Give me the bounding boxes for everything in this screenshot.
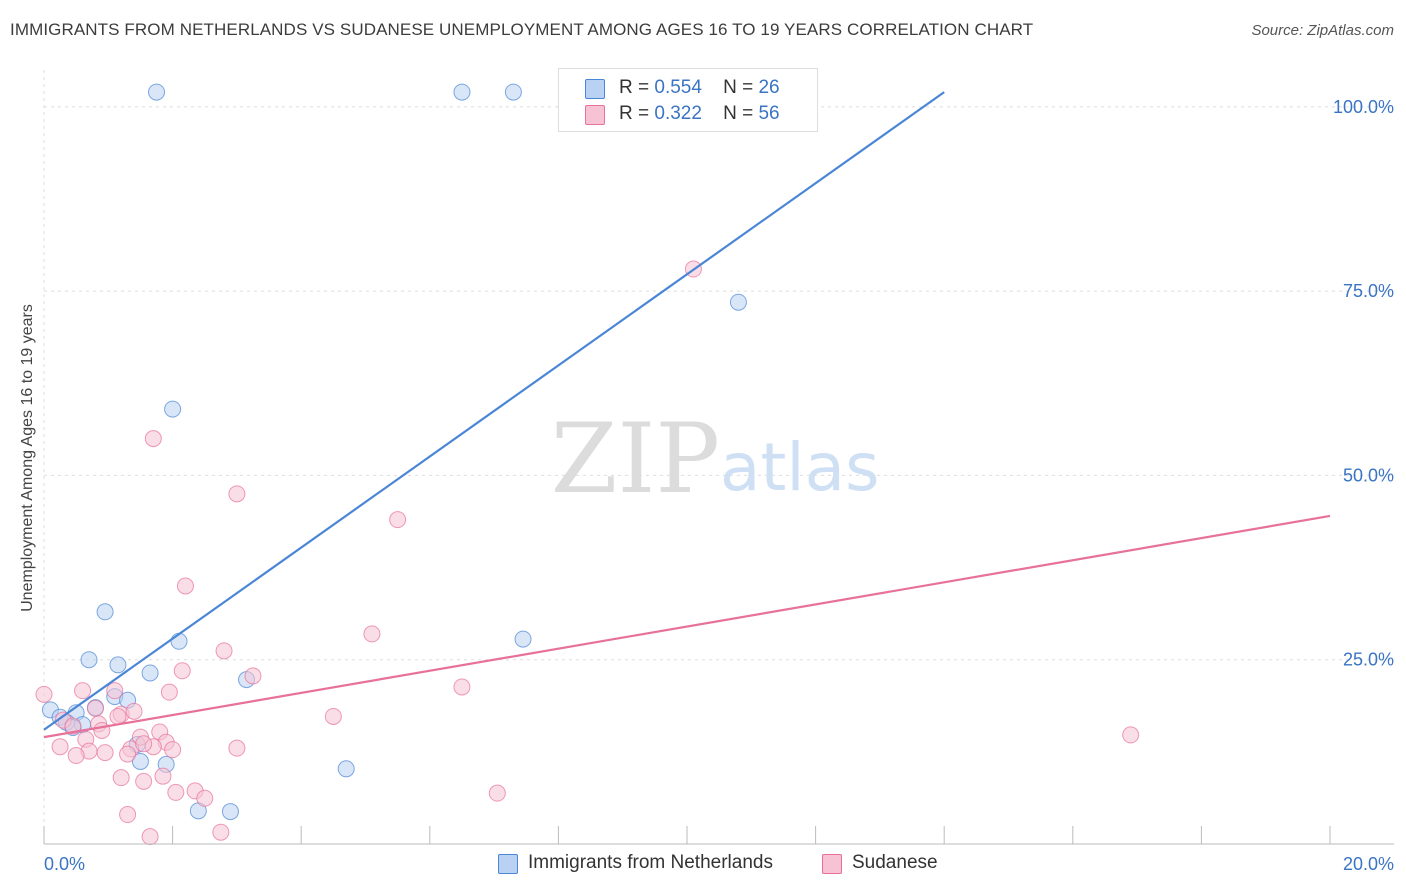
netherlands-trend-line xyxy=(43,91,945,731)
sudanese-point xyxy=(389,511,407,529)
sudanese-point xyxy=(135,735,153,753)
n-label: N = xyxy=(723,77,754,98)
netherlands-legend-swatch xyxy=(498,854,518,874)
sudanese-point xyxy=(324,707,342,725)
sudanese-point xyxy=(135,772,153,790)
netherlands-point xyxy=(131,752,149,770)
sudanese-point xyxy=(488,784,506,802)
sudanese-point xyxy=(86,699,104,717)
netherlands-point xyxy=(221,803,239,821)
netherlands-point xyxy=(109,656,127,674)
sudanese-point xyxy=(215,642,233,660)
sudanese-point xyxy=(106,682,124,700)
legend-label: Sudanese xyxy=(852,852,938,873)
sudanese-point xyxy=(93,721,111,739)
sudanese-point xyxy=(244,667,262,685)
r-label: R = xyxy=(619,77,650,98)
r-value: 0.322 xyxy=(654,103,702,124)
trend-lines xyxy=(43,91,1331,739)
netherlands-point xyxy=(96,603,114,621)
source-label: Source: ZipAtlas.com xyxy=(1251,22,1394,39)
sudanese-point xyxy=(453,678,471,696)
sudanese-point xyxy=(196,789,214,807)
sudanese-point xyxy=(74,682,92,700)
n-label: N = xyxy=(723,103,754,124)
n-value: 26 xyxy=(758,77,780,98)
netherlands-swatch xyxy=(585,79,605,99)
axes xyxy=(43,826,1394,845)
sudanese-swatch xyxy=(585,105,605,125)
sudanese-point xyxy=(141,828,159,846)
stats-text: R = 0.554 N = 26 xyxy=(619,77,780,99)
stats-legend: R = 0.554 N = 26 R = 0.322 N = 56 xyxy=(558,68,818,132)
y-tick-label: 25.0% xyxy=(1343,650,1394,670)
chart-title: IMMIGRANTS FROM NETHERLANDS VS SUDANESE … xyxy=(10,20,1034,39)
netherlands-point xyxy=(80,651,98,669)
n-value: 56 xyxy=(758,103,780,124)
sudanese-point xyxy=(64,717,82,735)
netherlands-point xyxy=(453,83,471,101)
y-tick-label: 50.0% xyxy=(1343,465,1394,485)
netherlands-point xyxy=(148,83,166,101)
sudanese-point xyxy=(119,745,137,763)
netherlands-point xyxy=(337,760,355,778)
sudanese-point xyxy=(35,685,53,703)
sudanese-point xyxy=(67,747,85,765)
watermark-atlas: atlas xyxy=(720,429,880,506)
sudanese-point xyxy=(125,702,143,720)
sudanese-point xyxy=(167,783,185,801)
sudanese-point xyxy=(228,739,246,757)
netherlands-point xyxy=(141,664,159,682)
netherlands-point xyxy=(514,630,532,648)
r-label: R = xyxy=(619,103,650,124)
sudanese-point xyxy=(363,625,381,643)
x-tick-label: 20.0% xyxy=(1343,854,1394,874)
sudanese-point xyxy=(173,662,191,680)
netherlands-point xyxy=(729,293,747,311)
sudanese-point xyxy=(154,767,172,785)
sudanese-point xyxy=(212,823,230,841)
r-value: 0.554 xyxy=(654,77,702,98)
sudanese-point xyxy=(176,577,194,595)
sudanese-point xyxy=(164,741,182,759)
sudanese-trend-line xyxy=(43,514,1331,739)
y-tick-label: 100.0% xyxy=(1333,97,1394,117)
stats-text: R = 0.322 N = 56 xyxy=(619,103,780,125)
netherlands-point xyxy=(504,83,522,101)
y-tick-label: 75.0% xyxy=(1343,281,1394,301)
sudanese-point xyxy=(109,707,127,725)
tick-labels: 0.0% 20.0% 25.0% 50.0% 75.0% 100.0% xyxy=(44,97,1394,874)
sudanese-point xyxy=(119,806,137,824)
watermark-zip: ZIP xyxy=(551,403,720,515)
sudanese-point xyxy=(51,738,69,756)
sudanese-point xyxy=(112,769,130,787)
legend-label: Immigrants from Netherlands xyxy=(528,852,773,873)
x-tick-label: 0.0% xyxy=(44,854,85,874)
sudanese-point xyxy=(96,744,114,762)
data-points xyxy=(35,83,1140,846)
sudanese-point xyxy=(160,683,178,701)
netherlands-point xyxy=(170,632,188,650)
sudanese-point xyxy=(228,485,246,503)
sudanese-legend-swatch xyxy=(822,854,842,874)
sudanese-point xyxy=(144,430,162,448)
netherlands-point xyxy=(164,400,182,418)
sudanese-point xyxy=(1122,726,1140,744)
